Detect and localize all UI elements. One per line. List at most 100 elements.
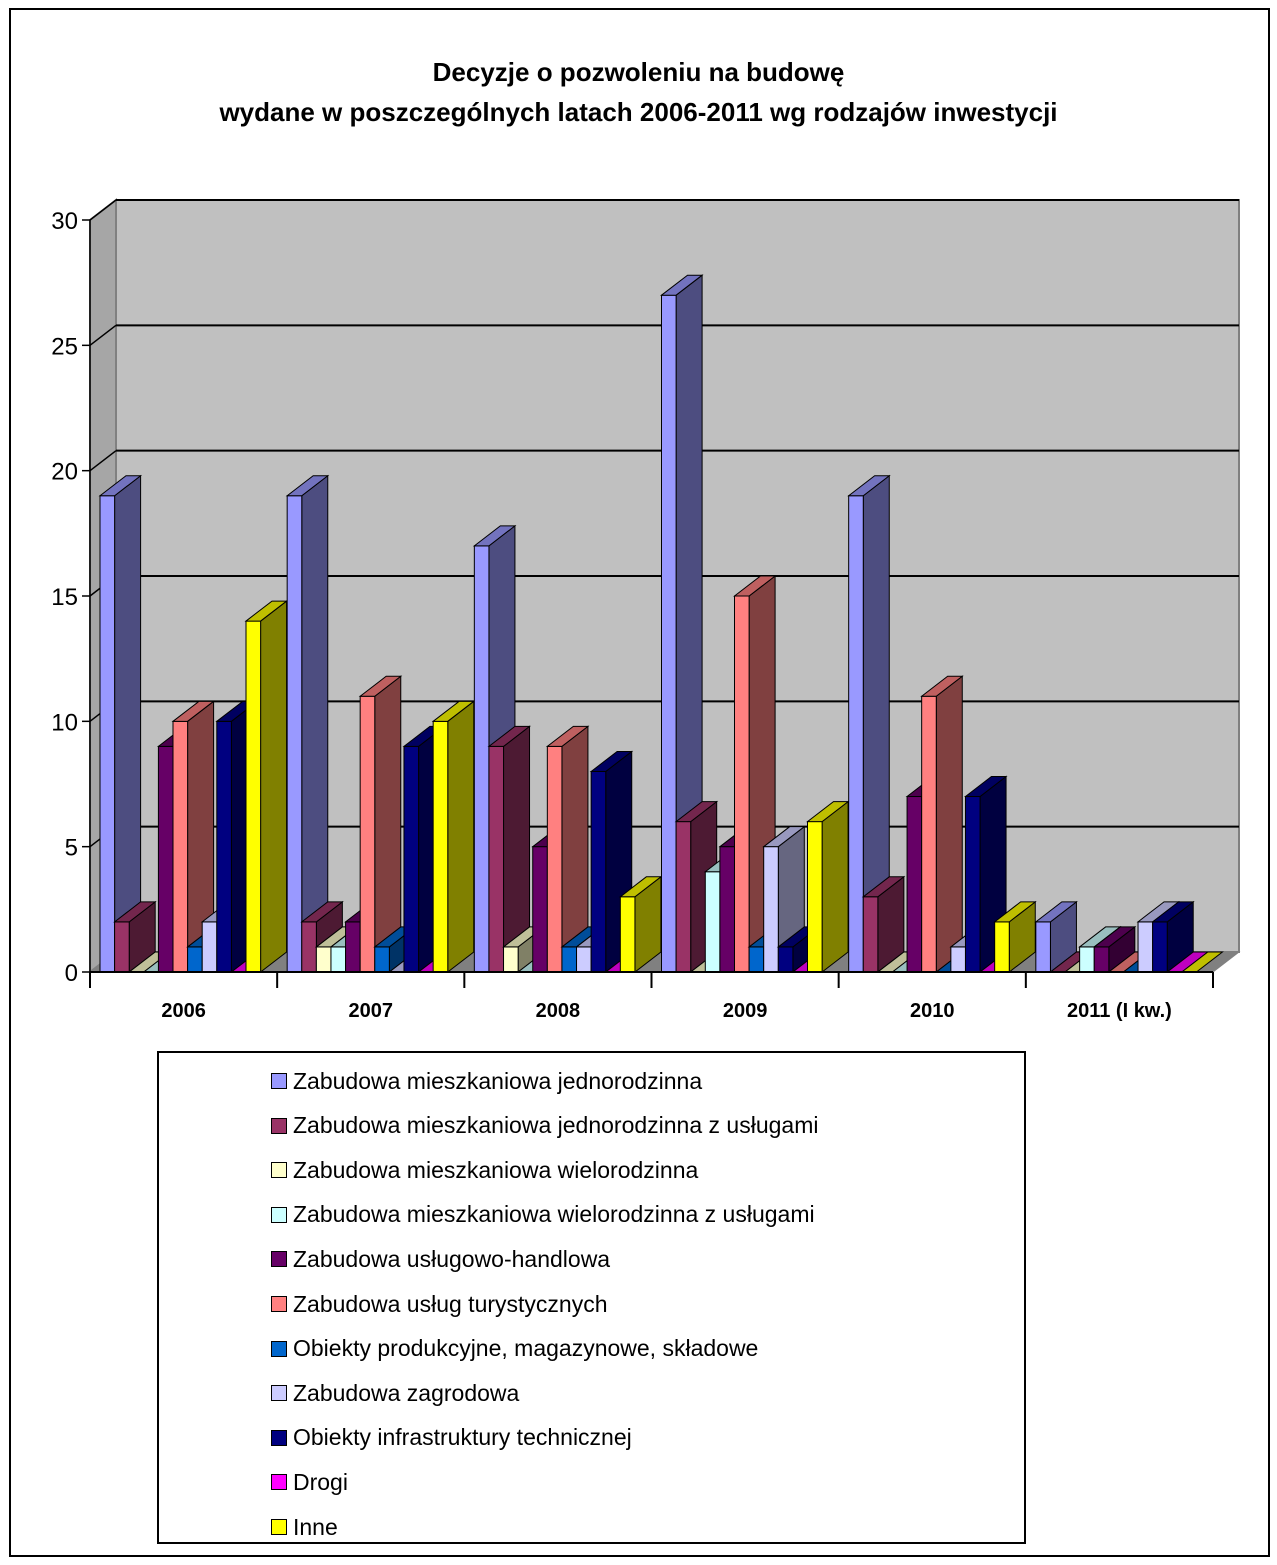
x-tick-label: 2008 bbox=[536, 1000, 581, 1022]
bar bbox=[171, 700, 216, 974]
legend-label: Zabudowa mieszkaniowa jednorodzinna z us… bbox=[293, 1112, 819, 1139]
legend-swatch bbox=[271, 1519, 287, 1535]
bar-top bbox=[920, 675, 964, 697]
bar-top bbox=[589, 750, 634, 772]
bar-front bbox=[432, 720, 449, 973]
bar-front bbox=[532, 846, 548, 973]
bar bbox=[431, 700, 476, 974]
x-tick-label: 2010 bbox=[910, 1000, 955, 1022]
y-tick-label: 30 bbox=[51, 208, 78, 235]
legend-swatch bbox=[271, 1162, 287, 1179]
bar-front bbox=[216, 720, 232, 973]
legend-item: Zabudowa mieszkaniowa jednorodzinna z us… bbox=[271, 1106, 818, 1146]
bar-front bbox=[99, 495, 116, 973]
y-tick-label: 0 bbox=[65, 960, 78, 987]
bar bbox=[98, 474, 143, 974]
x-tick-label: 2007 bbox=[349, 1000, 394, 1022]
legend-label: Obiekty produkcyjne, magazynowe, składow… bbox=[293, 1335, 759, 1362]
legend-item: Zabudowa mieszkaniowa wielorodzinna z us… bbox=[271, 1195, 815, 1235]
bar-side bbox=[447, 700, 475, 974]
legend-swatch bbox=[271, 1385, 287, 1402]
bar-top bbox=[358, 675, 403, 697]
legend-swatch bbox=[271, 1251, 287, 1268]
bar-front bbox=[157, 745, 174, 973]
bar-front bbox=[546, 745, 563, 973]
legend-label: Drogi bbox=[293, 1468, 348, 1495]
bar-top bbox=[1092, 926, 1137, 948]
legend-item: Zabudowa mieszkaniowa wielorodzinna bbox=[271, 1150, 698, 1190]
bar-front bbox=[561, 946, 578, 973]
bar bbox=[285, 474, 330, 974]
bar-front bbox=[1093, 946, 1110, 973]
gridline-diagonal bbox=[89, 199, 117, 221]
bar-top bbox=[847, 475, 891, 497]
bar-side bbox=[301, 474, 329, 974]
legend-item: Obiekty infrastruktury technicznej bbox=[271, 1418, 632, 1458]
legend-label: Zabudowa mieszkaniowa wielorodzinna bbox=[293, 1156, 699, 1183]
bar-top bbox=[861, 876, 906, 898]
chart-frame bbox=[9, 8, 1270, 1557]
bar-front bbox=[994, 921, 1010, 973]
bar-front bbox=[964, 796, 981, 973]
y-tick-label: 5 bbox=[65, 835, 78, 862]
bar bbox=[358, 675, 403, 974]
bar-top bbox=[618, 876, 663, 898]
bar-side bbox=[260, 600, 288, 974]
bar bbox=[963, 775, 1008, 974]
bar bbox=[589, 750, 634, 974]
y-tick-label: 10 bbox=[51, 709, 78, 736]
bar-top bbox=[993, 901, 1037, 923]
bar-front bbox=[763, 846, 779, 973]
bar-top bbox=[674, 801, 719, 823]
bar-front bbox=[359, 695, 376, 973]
bar-front bbox=[488, 745, 505, 973]
legend-item: Zabudowa usługowo-handlowa bbox=[271, 1239, 610, 1279]
bar-front bbox=[187, 946, 203, 973]
bar-top bbox=[171, 700, 216, 722]
bar bbox=[847, 474, 891, 974]
bar bbox=[244, 600, 289, 974]
bar-front bbox=[1079, 946, 1095, 973]
bar-top bbox=[285, 475, 330, 497]
bar-front bbox=[1035, 921, 1051, 973]
bar-front bbox=[848, 495, 864, 973]
chart-plot: 0 5 10 15 20 25 30 2006 2007 2008 2009 2010 2011 (I … bbox=[51, 197, 1241, 1022]
bar-top bbox=[472, 525, 517, 547]
bar-top bbox=[300, 901, 344, 923]
x-tick-label: 2011 (I kw.) bbox=[1067, 1000, 1172, 1022]
chart-title: Decyzje o pozwoleniu na budowę wydane w … bbox=[0, 52, 1277, 132]
legend-item: Inne bbox=[271, 1507, 338, 1547]
legend-item: Zabudowa usług turystycznych bbox=[271, 1284, 608, 1324]
bar-front bbox=[950, 946, 966, 973]
bar-front bbox=[748, 946, 765, 973]
bar-front bbox=[906, 796, 923, 973]
chart-title-line-1: Decyzje o pozwoleniu na budowę bbox=[432, 57, 845, 87]
legend-swatch bbox=[271, 1073, 287, 1089]
bar-top bbox=[431, 700, 476, 722]
bar-front bbox=[661, 294, 677, 973]
bar-top bbox=[98, 475, 143, 497]
bar bbox=[920, 675, 964, 974]
legend-label: Inne bbox=[293, 1513, 338, 1540]
bar bbox=[1151, 900, 1195, 974]
bar-front bbox=[1152, 921, 1168, 973]
bar-front bbox=[921, 695, 937, 973]
chart-legend: Zabudowa mieszkaniowa jednorodzinna Zabud… bbox=[157, 1051, 1026, 1544]
bar bbox=[806, 800, 850, 974]
bar-front bbox=[777, 946, 794, 973]
bar-front bbox=[473, 545, 490, 973]
legend-label: Zabudowa mieszkaniowa wielorodzinna z us… bbox=[293, 1201, 815, 1228]
bar-front bbox=[675, 821, 692, 973]
x-tick-label: 2006 bbox=[161, 1000, 206, 1022]
bar-front bbox=[807, 821, 823, 973]
bar-top bbox=[806, 801, 850, 823]
legend-label: Zabudowa usługowo-handlowa bbox=[293, 1245, 611, 1272]
bar-top bbox=[113, 901, 157, 923]
gridline-diagonal bbox=[89, 324, 117, 346]
bar bbox=[1034, 900, 1078, 974]
bar bbox=[861, 875, 906, 974]
legend-item: Zabudowa zagrodowa bbox=[271, 1373, 519, 1413]
bar-side bbox=[374, 675, 402, 974]
legend-label: Zabudowa usług turystycznych bbox=[293, 1290, 608, 1317]
gridline-diagonal bbox=[89, 450, 117, 472]
